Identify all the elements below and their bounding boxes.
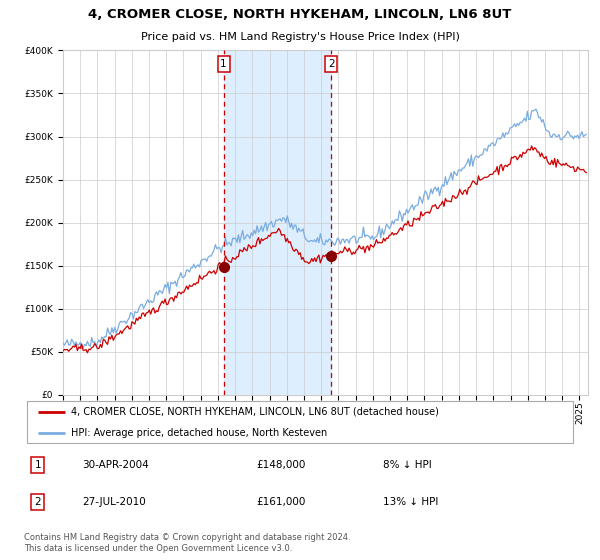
Text: 2: 2 [328,59,334,69]
Text: 1: 1 [220,59,227,69]
Text: 2: 2 [34,497,41,507]
Text: 4, CROMER CLOSE, NORTH HYKEHAM, LINCOLN, LN6 8UT: 4, CROMER CLOSE, NORTH HYKEHAM, LINCOLN,… [88,8,512,21]
Text: 13% ↓ HPI: 13% ↓ HPI [383,497,438,507]
Text: 1: 1 [34,460,41,470]
Text: 30-APR-2004: 30-APR-2004 [82,460,149,470]
Text: £161,000: £161,000 [256,497,305,507]
Text: 8% ↓ HPI: 8% ↓ HPI [383,460,431,470]
Text: £148,000: £148,000 [256,460,305,470]
Bar [224,50,331,395]
FancyBboxPatch shape [27,401,573,444]
Text: HPI: Average price, detached house, North Kesteven: HPI: Average price, detached house, Nort… [71,428,327,438]
Text: Contains HM Land Registry data © Crown copyright and database right 2024.
This d: Contains HM Land Registry data © Crown c… [24,533,350,553]
Text: 27-JUL-2010: 27-JUL-2010 [82,497,146,507]
Text: 4, CROMER CLOSE, NORTH HYKEHAM, LINCOLN, LN6 8UT (detached house): 4, CROMER CLOSE, NORTH HYKEHAM, LINCOLN,… [71,407,439,417]
Text: Price paid vs. HM Land Registry's House Price Index (HPI): Price paid vs. HM Land Registry's House … [140,31,460,41]
